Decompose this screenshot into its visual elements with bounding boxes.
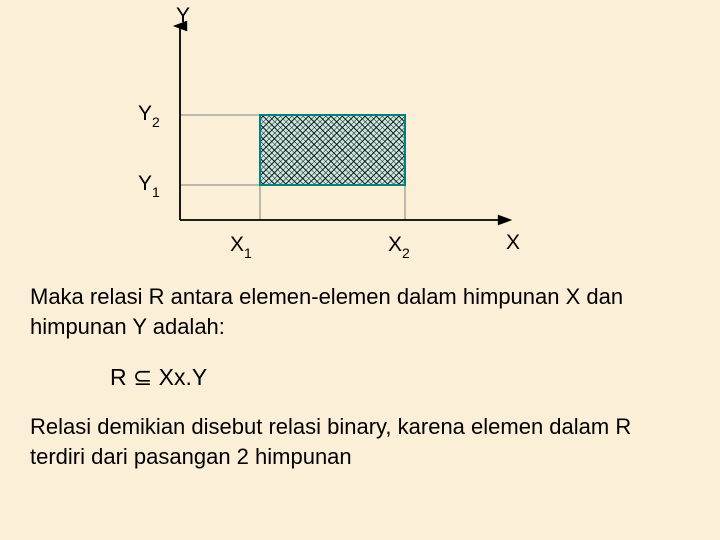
formula-rhs: Xx.Y	[152, 364, 207, 390]
label-y1-sub: 1	[152, 184, 160, 200]
label-x-axis: X	[506, 231, 520, 255]
label-y1: Y1	[138, 172, 160, 198]
label-x1-sub: 1	[244, 245, 252, 261]
label-x2: X2	[388, 233, 410, 259]
paragraph-1: Maka relasi R antara elemen-elemen dalam…	[30, 282, 690, 341]
region-rect-crosshatch	[260, 115, 405, 185]
label-y-axis: Y	[176, 4, 190, 28]
label-x1: X1	[230, 233, 252, 259]
label-x2-main: X	[388, 233, 402, 256]
label-y1-main: Y	[138, 172, 152, 195]
diagram-svg	[150, 20, 520, 250]
label-y2-sub: 2	[152, 114, 160, 130]
paragraph-2: Relasi demikian disebut relasi binary, k…	[30, 412, 690, 471]
label-x2-sub: 2	[402, 245, 410, 261]
formula-lhs: R	[110, 364, 133, 390]
label-x1-main: X	[230, 233, 244, 256]
formula: R ⊆ Xx.Y	[110, 362, 207, 393]
label-y2: Y2	[138, 102, 160, 128]
relation-diagram: Y Y2 Y1 X1 X2 X	[150, 20, 520, 250]
subset-symbol: ⊆	[133, 365, 152, 390]
label-y2-main: Y	[138, 102, 152, 125]
